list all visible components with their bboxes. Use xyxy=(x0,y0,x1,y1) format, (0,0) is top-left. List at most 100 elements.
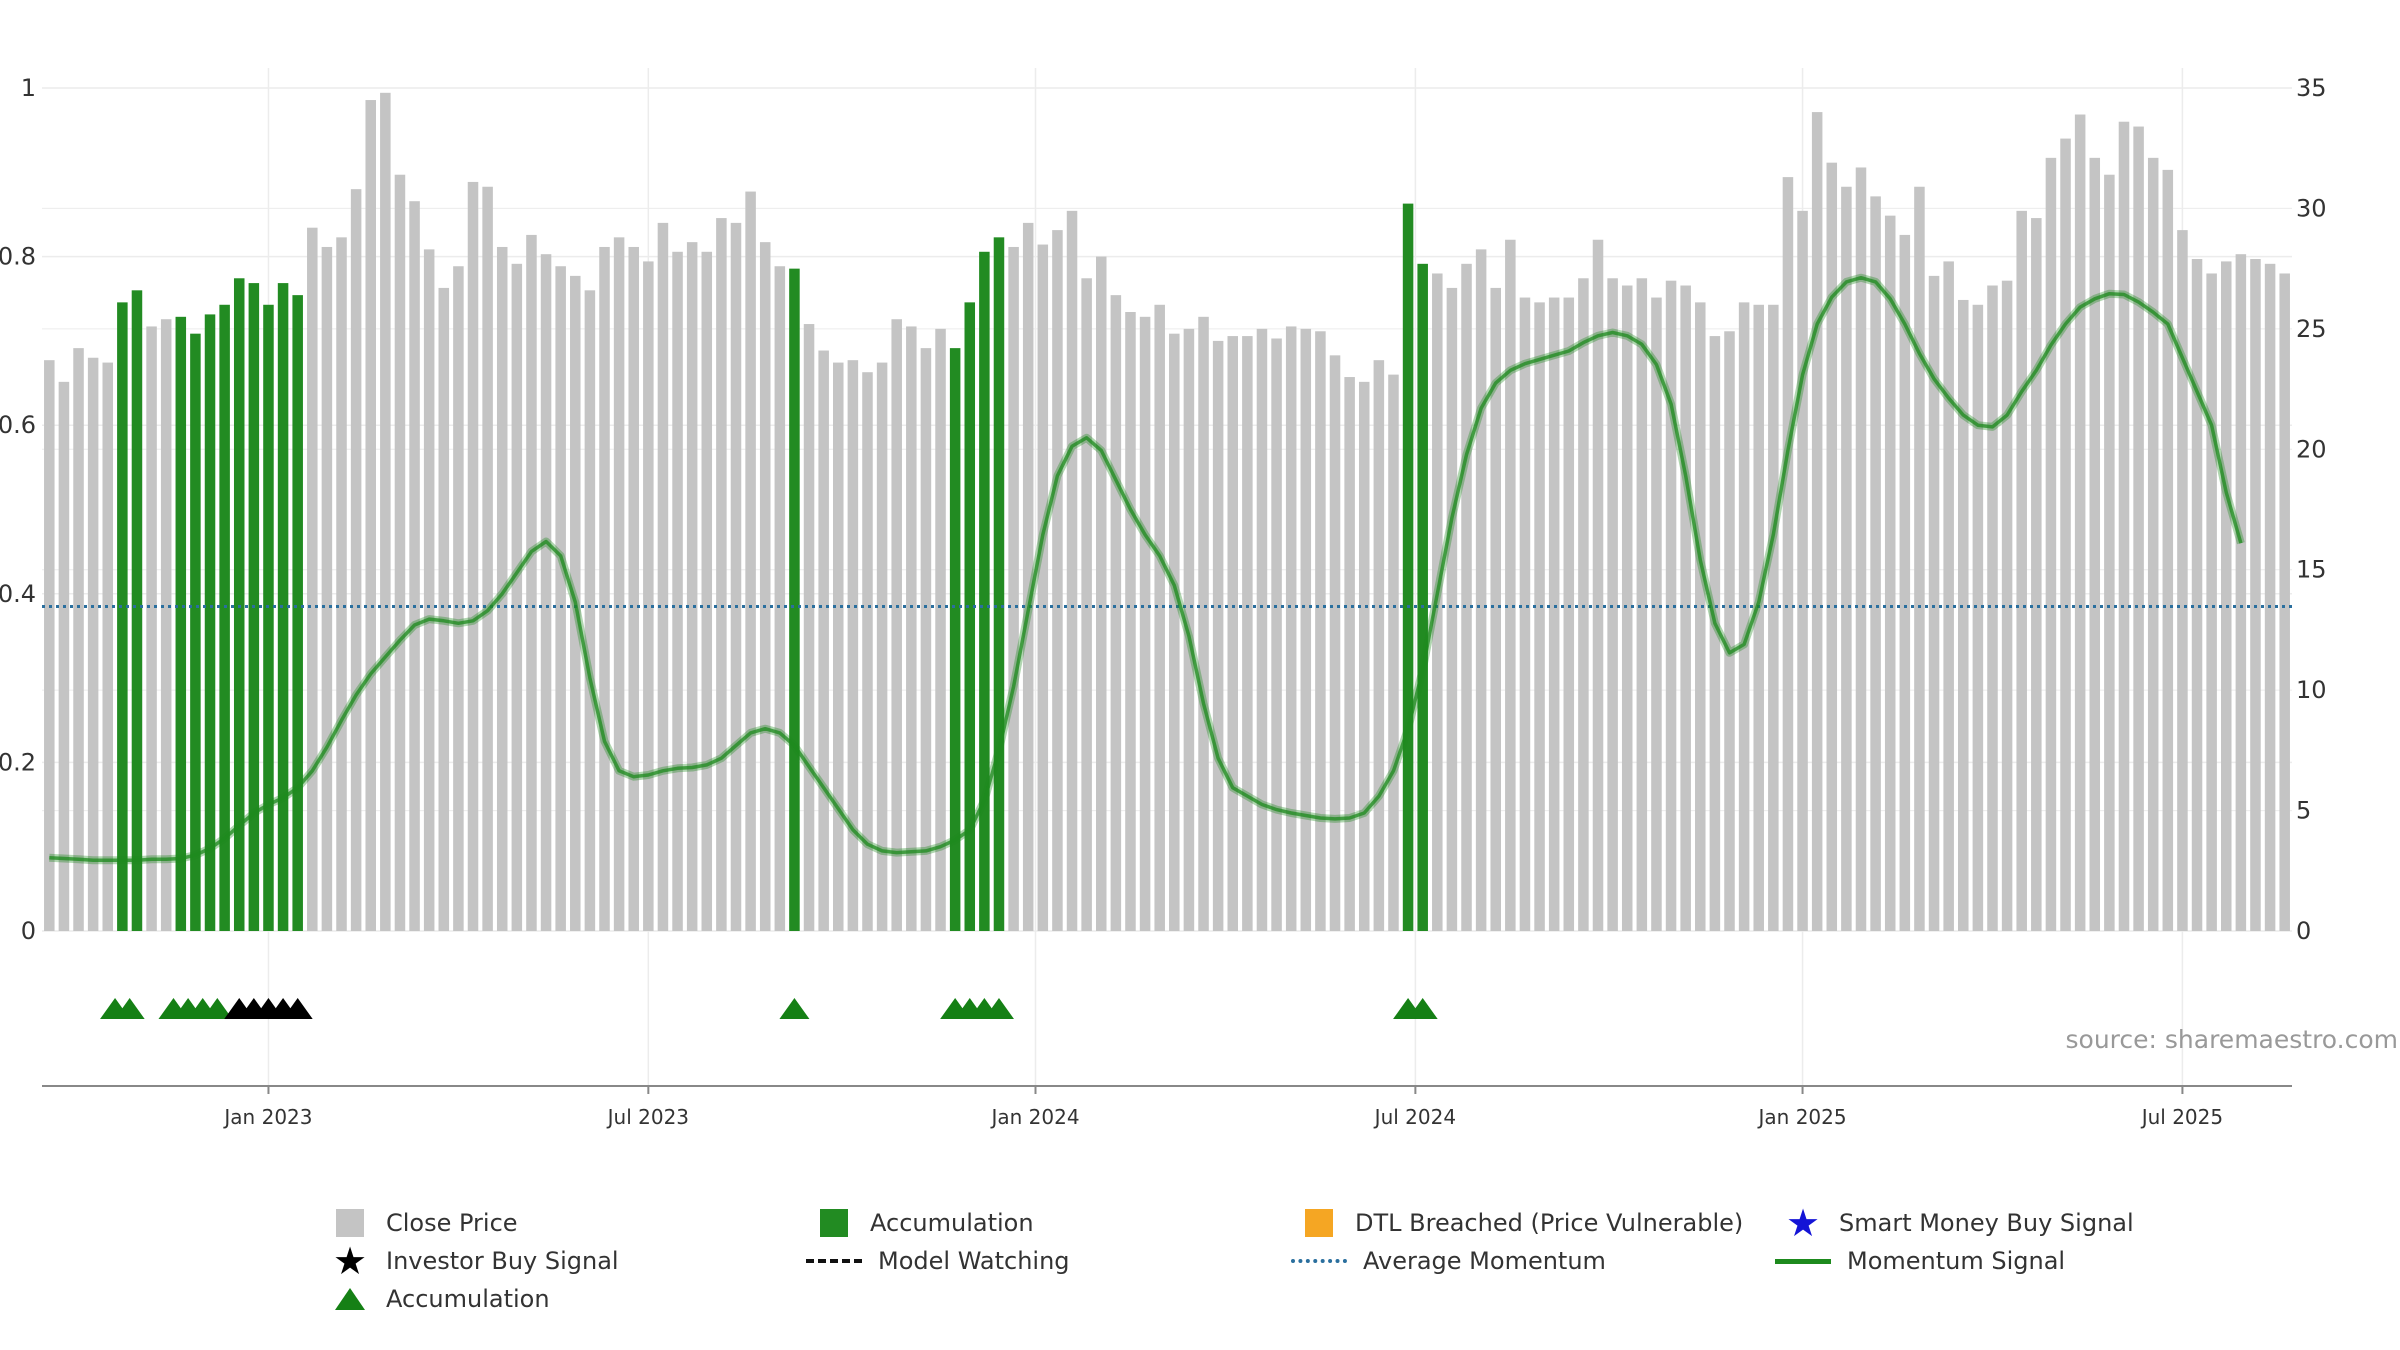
legend-label: Average Momentum xyxy=(1363,1247,1606,1275)
close-price-bar xyxy=(1695,302,1706,931)
close-price-bar xyxy=(453,266,464,932)
accumulation-bar xyxy=(131,290,143,931)
accumulation-bar xyxy=(117,302,128,931)
close-price-bar xyxy=(307,227,318,931)
blue-star-icon: ★ xyxy=(1785,1201,1821,1245)
close-price-bar xyxy=(701,251,713,932)
close-price-bar xyxy=(496,246,508,932)
accumulation-bar xyxy=(277,283,289,931)
close-price-bar xyxy=(891,319,902,931)
close-price-bar xyxy=(862,372,873,931)
close-price-bar xyxy=(1154,304,1165,931)
close-price-bar xyxy=(1344,377,1355,931)
accumulation-bar xyxy=(949,348,961,931)
accumulation-triangle-marker xyxy=(983,998,1014,1019)
accumulation-bar xyxy=(979,251,990,932)
legend-label: Smart Money Buy Signal xyxy=(1839,1209,2134,1237)
close-price-bar xyxy=(1519,297,1531,931)
close-price-bar xyxy=(1022,222,1034,931)
legend-close-price: Close Price xyxy=(330,1205,518,1241)
close-price-bar xyxy=(336,237,347,931)
close-price-bar xyxy=(1139,316,1151,931)
dashed-line-icon xyxy=(806,1259,862,1263)
close-price-bar xyxy=(1855,167,1867,932)
close-price-bar xyxy=(1870,196,1881,931)
close-price-bar xyxy=(803,324,815,931)
close-price-bar xyxy=(1578,278,1589,932)
close-price-bar xyxy=(2060,138,2071,931)
close-price-bar xyxy=(1008,246,1019,932)
close-price-bar xyxy=(540,254,552,932)
close-price-bar xyxy=(146,326,157,931)
close-price-bar xyxy=(1329,355,1341,931)
right-axis-tick-label: 0 xyxy=(2296,917,2311,945)
close-price-bar xyxy=(1680,285,1691,931)
close-price-bar xyxy=(2133,126,2144,932)
close-price-bar xyxy=(1724,331,1735,931)
signal-markers xyxy=(100,998,1438,1019)
legend-average-momentum: Average Momentum xyxy=(1291,1243,1606,1279)
close-price-bar xyxy=(1358,381,1370,931)
close-price-bar xyxy=(1300,328,1312,931)
right-axis-tick-label: 10 xyxy=(2296,676,2327,704)
legend-momentum-signal: Momentum Signal xyxy=(1775,1243,2065,1279)
close-price-bar xyxy=(2089,157,2101,931)
close-price-bar xyxy=(833,362,844,931)
legend-smart-money: ★ Smart Money Buy Signal xyxy=(1783,1201,2134,1245)
close-price-bar xyxy=(1621,285,1633,931)
close-price-bar xyxy=(2264,263,2276,932)
close-price-bar xyxy=(818,350,829,931)
close-price-bar xyxy=(1753,304,1764,931)
legend-label: Model Watching xyxy=(878,1247,1070,1275)
close-price-bar xyxy=(555,266,566,932)
close-price-bar xyxy=(394,174,406,932)
accumulation-bar xyxy=(233,278,245,932)
close-price-bar xyxy=(1768,304,1779,931)
legend-label: Accumulation xyxy=(870,1209,1034,1237)
close-price-bar xyxy=(1475,249,1487,932)
close-price-bar xyxy=(2045,157,2057,931)
x-axis-tick-label: Jul 2024 xyxy=(1373,1105,1456,1129)
close-price-bar xyxy=(2162,169,2174,932)
close-price-bar xyxy=(58,381,70,931)
close-price-bar xyxy=(1884,215,1896,931)
close-price-bar xyxy=(409,201,420,931)
accumulation-triangle-marker xyxy=(202,998,233,1019)
accumulation-bar xyxy=(1417,263,1428,932)
close-price-bar xyxy=(2191,259,2203,932)
left-axis-tick-label: 0 xyxy=(21,917,36,945)
close-price-bar xyxy=(1665,280,1677,932)
close-price-bar xyxy=(1461,263,1472,932)
left-axis-tick-label: 0.4 xyxy=(0,580,36,608)
close-price-bar xyxy=(1242,336,1253,931)
accumulation-bar xyxy=(204,314,216,931)
close-price-bar xyxy=(730,222,742,931)
accumulation-bar xyxy=(190,333,201,931)
close-price-bar xyxy=(321,246,333,932)
close-price-bar xyxy=(657,222,669,931)
investor-buy-marker xyxy=(282,998,313,1019)
close-price-bar xyxy=(467,181,479,932)
momentum-signal-line xyxy=(49,275,2243,862)
x-axis-tick-label: Jul 2025 xyxy=(2140,1105,2223,1129)
green-triangle-icon xyxy=(335,1288,365,1310)
accumulation-triangle-marker xyxy=(114,998,145,1019)
close-price-bar xyxy=(613,237,625,931)
close-price-bar xyxy=(774,266,786,932)
close-price-bars xyxy=(44,92,2290,932)
accumulation-bar xyxy=(1402,203,1414,931)
close-price-bar xyxy=(482,186,493,931)
right-axis-tick-label: 5 xyxy=(2296,797,2311,825)
close-price-bar xyxy=(1271,338,1282,931)
close-price-bar xyxy=(628,246,639,932)
close-price-bar xyxy=(1914,186,1925,931)
right-axis-tick-label: 35 xyxy=(2296,74,2327,102)
close-price-bar xyxy=(920,348,932,931)
close-price-bar xyxy=(2250,259,2261,932)
right-axis-tick-label: 25 xyxy=(2296,315,2327,343)
close-price-bar xyxy=(1169,333,1180,931)
close-price-bar xyxy=(2206,273,2217,932)
gray-square-icon xyxy=(336,1209,364,1237)
left-axis-tick-label: 0.8 xyxy=(0,243,36,271)
